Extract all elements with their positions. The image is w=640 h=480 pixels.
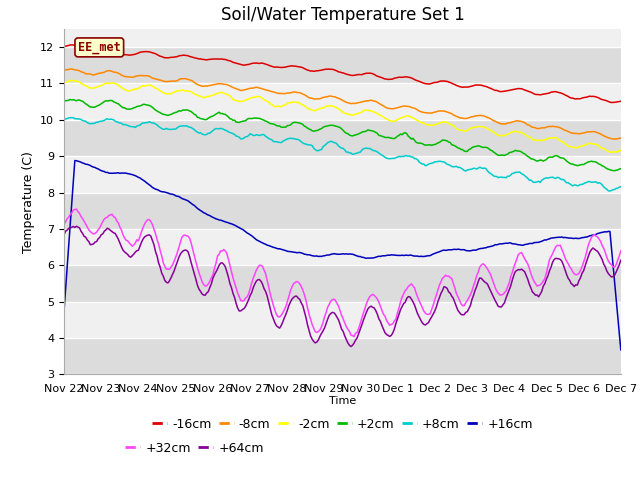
Title: Soil/Water Temperature Set 1: Soil/Water Temperature Set 1 (221, 6, 464, 24)
Legend: +32cm, +64cm: +32cm, +64cm (120, 437, 269, 460)
Y-axis label: Temperature (C): Temperature (C) (22, 151, 35, 252)
Bar (64, 301, 621, 338)
Bar (64, 338, 621, 374)
X-axis label: Time: Time (329, 396, 356, 406)
Bar (64, 84, 621, 120)
Bar (64, 192, 621, 229)
Bar (64, 265, 621, 301)
Bar (64, 47, 621, 84)
Bar (64, 156, 621, 192)
Text: EE_met: EE_met (78, 41, 121, 54)
Bar (64, 229, 621, 265)
Bar (64, 120, 621, 156)
